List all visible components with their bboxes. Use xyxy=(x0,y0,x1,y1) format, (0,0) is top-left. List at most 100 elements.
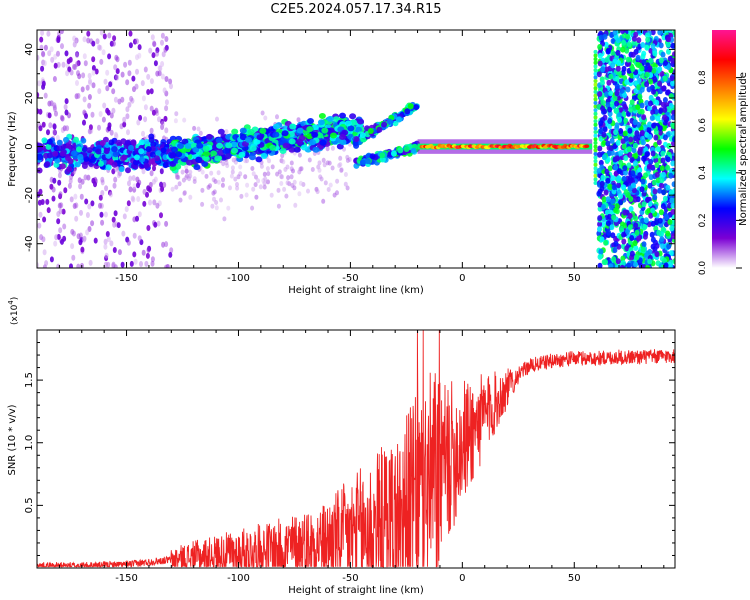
x-tick-label: -100 xyxy=(227,273,250,284)
spectrogram-cell xyxy=(330,132,337,139)
spectrogram-cell xyxy=(57,172,62,179)
spectrogram-cell xyxy=(621,65,627,72)
spectrogram-cell xyxy=(597,44,603,50)
spectrogram-cell xyxy=(604,56,610,63)
spectrogram-cell xyxy=(58,191,63,198)
spectrogram-cell xyxy=(82,236,86,243)
spectrogram-cell xyxy=(130,139,137,146)
spectrogram-cell xyxy=(593,155,598,160)
snr-panel: -150 -100 -50 0 50 0.5 1.0 1.5 Height of strai… xyxy=(7,297,676,596)
spectrogram-cell xyxy=(616,112,622,119)
spectrogram-cell xyxy=(644,81,650,88)
spectrogram-cell xyxy=(615,258,621,265)
spectrogram-cell xyxy=(103,148,110,155)
spectrogram-cell xyxy=(598,34,604,41)
spectrogram-cell xyxy=(52,129,57,136)
spectrogram-cell xyxy=(139,156,145,163)
spectrogram-cell xyxy=(258,184,263,190)
spectrogram-cell xyxy=(151,109,156,116)
spectrogram-cell xyxy=(312,146,320,153)
spectrogram-cell xyxy=(614,100,620,107)
spectrogram-cell xyxy=(593,93,598,98)
spectrogram-cell xyxy=(656,229,662,236)
spectrogram-cell xyxy=(82,53,87,60)
spectrogram-x-axis-label: Height of straight line (km) xyxy=(288,285,424,296)
spectrogram-cell xyxy=(625,56,631,63)
spectrogram-cell xyxy=(53,240,58,247)
spectrogram-cell xyxy=(658,108,664,114)
spectrogram-cell xyxy=(671,130,675,137)
spectrogram-cell xyxy=(621,143,627,150)
spectrogram-cell xyxy=(621,111,627,118)
spectrogram-cell xyxy=(647,182,653,189)
spectrogram-cell xyxy=(164,220,169,227)
spectrogram-cell xyxy=(142,200,147,207)
spectrogram-cell xyxy=(105,85,110,92)
spectrogram-cell xyxy=(662,134,668,141)
spectrogram-cell xyxy=(640,53,646,60)
spectrogram-cell xyxy=(200,169,205,175)
spectrogram-cell xyxy=(646,207,652,214)
spectrogram-cell xyxy=(239,134,247,141)
spectrogram-cell xyxy=(233,176,238,182)
spectrogram-cell xyxy=(637,149,643,156)
spectrogram-cell xyxy=(49,256,54,263)
spectrogram-cell xyxy=(593,104,598,109)
spectrogram-cell xyxy=(76,263,81,268)
spectrogram-cell xyxy=(265,166,270,172)
spectrogram-cell xyxy=(660,157,666,164)
spectrogram-cell xyxy=(51,195,56,202)
spectrogram-cell xyxy=(652,194,658,201)
spectrogram-cell xyxy=(410,147,417,154)
spectrogram-cell xyxy=(108,191,113,198)
spectrogram-cell xyxy=(593,111,598,116)
spectrogram-cell xyxy=(597,91,603,97)
spectrogram-cell xyxy=(267,158,271,164)
spectrogram-cell xyxy=(663,60,669,67)
spectrogram-cell xyxy=(150,34,155,41)
spectrogram-cell xyxy=(618,128,624,134)
spectrogram-cell xyxy=(332,192,337,198)
spectrogram-cell xyxy=(606,229,612,236)
spectrogram-cell xyxy=(593,140,598,145)
spectrogram-cell xyxy=(222,148,230,155)
spectrogram-cell xyxy=(282,186,287,192)
spectrogram-cell xyxy=(149,151,156,158)
spectrogram-cell xyxy=(38,125,43,132)
spectrogram-cell xyxy=(73,193,78,200)
spectrogram-cell xyxy=(666,48,671,55)
spectrogram-cell xyxy=(266,171,271,177)
spectrogram-cell xyxy=(149,88,154,95)
spectrogram-cell xyxy=(407,103,414,110)
spectrogram-cell xyxy=(141,168,146,175)
spectrogram-cell xyxy=(634,130,640,137)
spectrogram-cell xyxy=(109,129,114,136)
spectrogram-cell xyxy=(214,205,219,211)
spectrogram-cell xyxy=(251,171,256,177)
spectrogram-cell xyxy=(63,104,68,110)
spectrogram-cell xyxy=(164,105,169,112)
spectrogram-cell xyxy=(610,38,616,44)
spectrogram-cell xyxy=(182,191,187,196)
spectrogram-cell xyxy=(296,138,303,145)
spectrogram-cell xyxy=(79,193,84,200)
spectrogram-cell xyxy=(64,98,69,105)
spectrogram-cell xyxy=(128,42,133,49)
spectrogram-cell xyxy=(598,159,604,166)
spectrogram-cell xyxy=(162,181,167,188)
spectrogram-cell xyxy=(597,145,603,152)
spectrogram-cell xyxy=(210,203,215,209)
spectrogram-cell xyxy=(626,41,632,48)
figure-title: C2E5.2024.057.17.34.R15 xyxy=(270,2,441,17)
spectrogram-cell xyxy=(146,247,151,253)
spectrogram-cell xyxy=(125,167,131,174)
spectrogram-cell xyxy=(603,239,609,246)
spectrogram-cell xyxy=(98,194,103,201)
spectrogram-cell xyxy=(616,60,622,66)
spectrogram-cell xyxy=(629,235,635,241)
spectrogram-cell xyxy=(76,92,81,99)
spectrogram-cell xyxy=(56,211,61,217)
spectrogram-cell xyxy=(369,153,376,160)
spectrogram-cell xyxy=(269,192,274,198)
spectrogram-cell xyxy=(621,231,627,238)
